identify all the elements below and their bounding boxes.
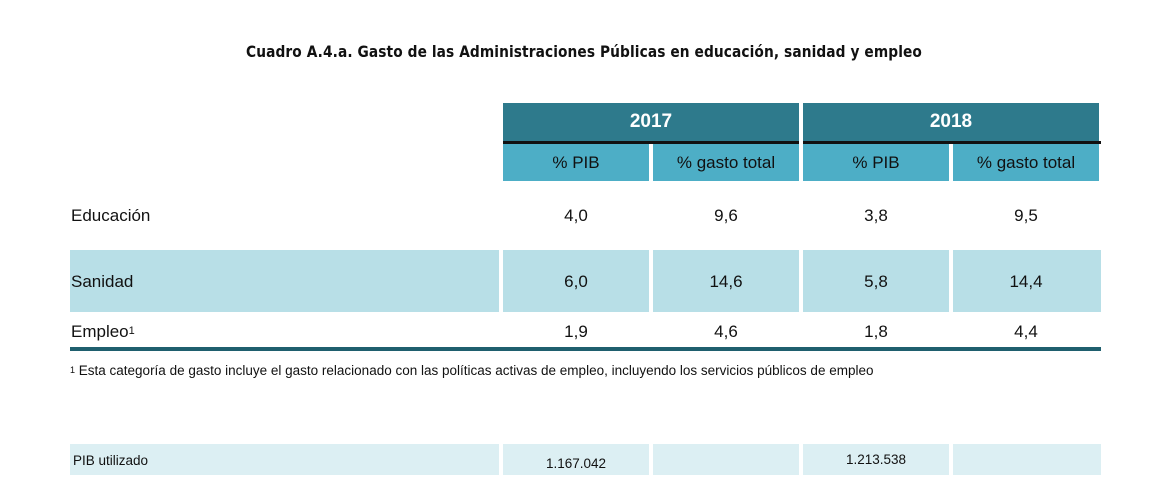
row-label-educacion: Educación: [71, 206, 151, 225]
row-highlight-cell: [653, 250, 799, 312]
table-bottom-rule: [70, 347, 1101, 351]
row-label-empleo-text: Empleo: [71, 322, 129, 341]
pib-row-bg: [70, 444, 499, 475]
subheader-pib-2017: % PIB: [503, 144, 649, 181]
year-header-2018: 2018: [803, 103, 1099, 141]
row-label-empleo: Empleo1: [71, 322, 135, 342]
pib-row-bg: [953, 444, 1101, 475]
cell-sanidad-pib-2018: 5,8: [864, 272, 888, 291]
row-highlight-cell: [803, 250, 949, 312]
subheader-gasto-2017: % gasto total: [653, 144, 799, 181]
cell-empleo-pib-2017: 1,9: [564, 322, 588, 341]
row-highlight-cell: [953, 250, 1101, 312]
cell-sanidad-gasto-2018: 14,4: [1009, 272, 1043, 291]
row-label-sanidad: Sanidad: [71, 272, 134, 291]
header-divider-2017: [503, 141, 799, 144]
year-header-2017: 2017: [503, 103, 799, 141]
pib-row-bg: [503, 444, 649, 475]
cell-educacion-gasto-2018: 9,5: [1014, 206, 1038, 225]
footnote-text: Esta categoría de gasto incluye el gasto…: [75, 363, 874, 378]
footnote: 1 Esta categoría de gasto incluye el gas…: [70, 363, 873, 378]
subheader-pib-2018: % PIB: [803, 144, 949, 181]
cell-educacion-gasto-2017: 9,6: [714, 206, 738, 225]
pib-value-2017: 1.167.042: [545, 456, 607, 471]
footnote-number: 1: [70, 365, 76, 375]
pib-label: PIB utilizado: [73, 453, 149, 468]
pib-value-2018: 1.213.538: [845, 452, 907, 467]
row-highlight-label: [70, 250, 499, 312]
row-highlight-cell: [503, 250, 649, 312]
cell-empleo-gasto-2018: 4,4: [1014, 322, 1038, 341]
cell-educacion-pib-2017: 4,0: [564, 206, 588, 225]
pib-row-bg: [803, 444, 949, 475]
header-divider-2018: [803, 141, 1101, 144]
cell-empleo-pib-2018: 1,8: [864, 322, 888, 341]
pib-row-bg: [653, 444, 799, 475]
cell-sanidad-pib-2017: 6,0: [564, 272, 588, 291]
footnote-marker: 1: [128, 325, 135, 337]
cell-sanidad-gasto-2017: 14,6: [709, 272, 743, 291]
subheader-gasto-2018: % gasto total: [953, 144, 1099, 181]
cell-empleo-gasto-2017: 4,6: [714, 322, 738, 341]
table-title: Cuadro A.4.a. Gasto de las Administracio…: [246, 42, 922, 61]
cell-educacion-pib-2018: 3,8: [864, 206, 888, 225]
